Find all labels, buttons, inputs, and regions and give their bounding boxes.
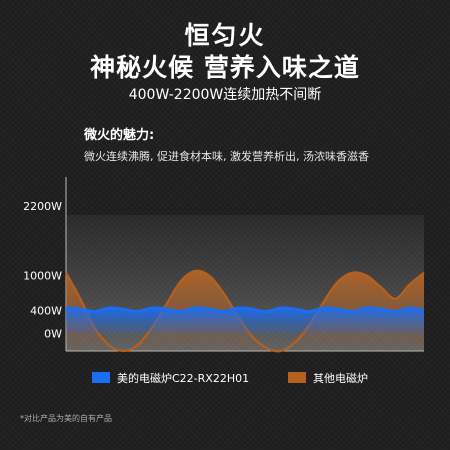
legend-label-other: 其他电磁炉 xyxy=(313,372,368,385)
y-tick-label: 400W xyxy=(30,304,62,317)
legend-swatch-other xyxy=(288,372,306,383)
y-tick-label: 0W xyxy=(44,328,62,341)
y-tick-label: 1000W xyxy=(23,270,62,283)
charm-heading: 微火的魅力: xyxy=(84,128,155,143)
page-title: 恒匀火 xyxy=(184,21,266,50)
footnote: *对比产品为美的自有产品 xyxy=(20,414,112,423)
page-subtitle: 神秘火候 营养入味之道 xyxy=(90,53,360,82)
y-tick-label: 2200W xyxy=(23,200,62,213)
power-range-text: 400W-2200W连续加热不间断 xyxy=(128,87,322,103)
series-midea-area xyxy=(66,308,424,334)
series-midea-line xyxy=(65,306,425,314)
legend-label-midea: 美的电磁炉C22-RX22H01 xyxy=(117,371,249,385)
charm-description: 微火连续沸腾, 促进食材本味, 激发营养析出, 汤浓味香滋香 xyxy=(84,150,369,163)
legend-swatch-midea xyxy=(92,372,110,383)
